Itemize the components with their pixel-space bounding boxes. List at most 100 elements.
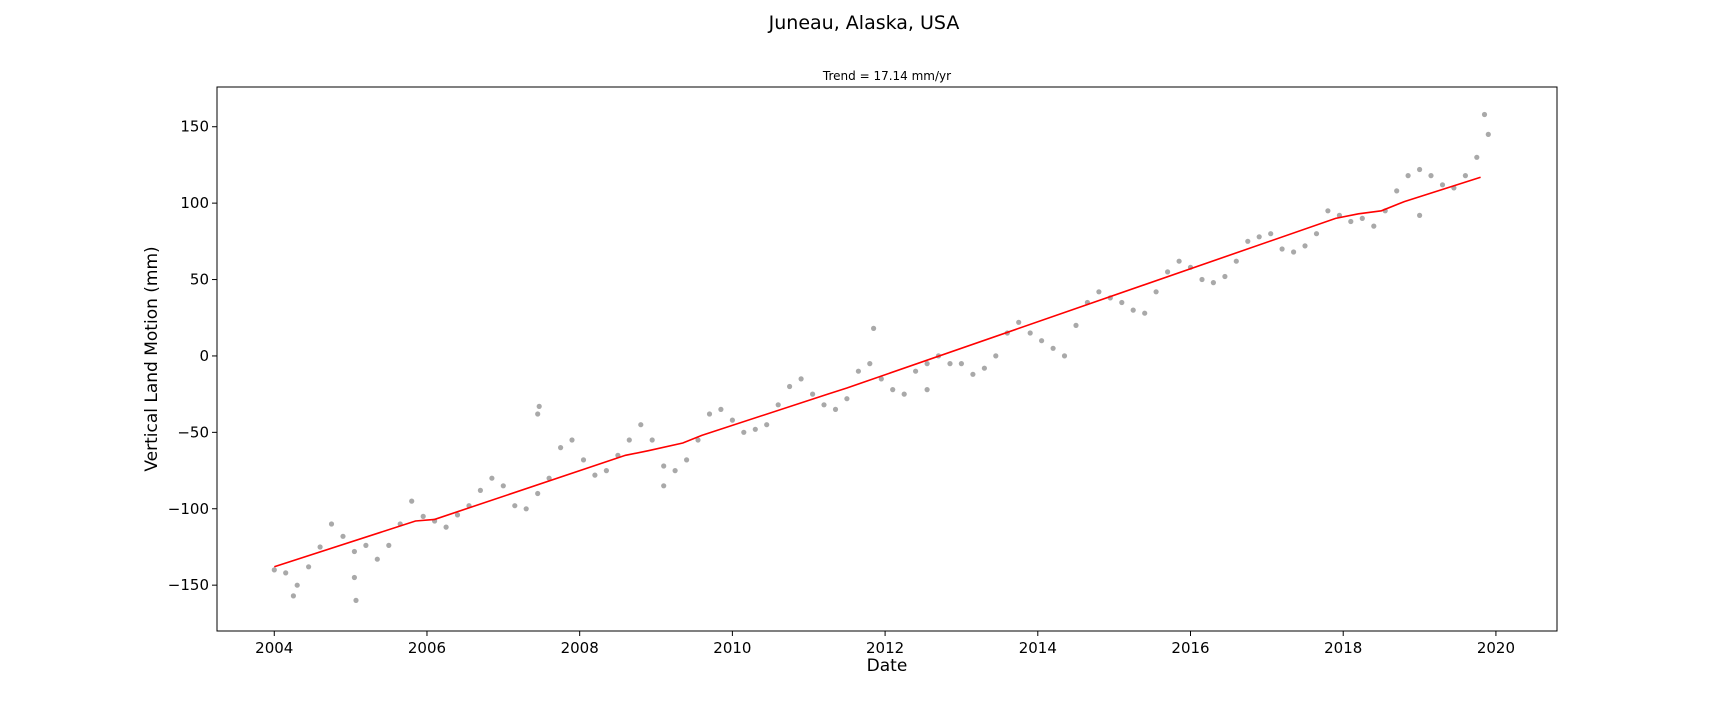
data-point [603, 468, 610, 474]
data-point [340, 533, 346, 539]
data-point [718, 406, 724, 412]
data-point [328, 521, 335, 527]
data-point [1359, 215, 1365, 221]
data-point [844, 396, 850, 402]
data-point [981, 365, 988, 371]
chart-subtitle: Trend = 17.14 mm/yr [822, 69, 951, 83]
data-point [420, 513, 426, 520]
data-point [626, 437, 632, 443]
y-tick-label: −150 [168, 576, 209, 594]
data-point [546, 475, 552, 481]
data-point [523, 506, 529, 512]
data-point [283, 570, 289, 576]
data-point [1016, 319, 1022, 325]
data-point [1428, 173, 1434, 179]
y-axis-label: Vertical Land Motion (mm) [142, 246, 162, 471]
data-point [1417, 212, 1423, 218]
data-point [752, 426, 758, 432]
data-point [798, 376, 804, 382]
data-point [1462, 173, 1468, 179]
data-point [500, 483, 506, 489]
data-point [993, 353, 999, 359]
data-point [1130, 307, 1136, 313]
x-tick-label: 2008 [561, 639, 599, 657]
data-point [535, 411, 541, 417]
data-point [1291, 249, 1297, 255]
data-point [271, 567, 277, 573]
x-axis-ticks: 2004 2006 2008 2010 2012 2014 2016 2018 2020 [255, 631, 1515, 657]
trend-line [274, 176, 1481, 568]
x-tick-label: 2020 [1477, 639, 1515, 657]
y-tick-label: 150 [180, 118, 209, 136]
data-point [661, 483, 667, 489]
data-point [741, 429, 747, 435]
data-point [649, 437, 655, 443]
data-point [958, 361, 965, 367]
data-point [1073, 322, 1079, 328]
x-tick-label: 2004 [255, 639, 293, 657]
chart-title: Juneau, Alaska, USA [768, 12, 960, 34]
data-point [1199, 276, 1205, 283]
data-point [878, 376, 884, 382]
data-point [454, 512, 461, 518]
data-point [695, 437, 701, 443]
data-point [1485, 131, 1491, 137]
data-point [970, 371, 976, 377]
data-point [1233, 258, 1239, 264]
data-point [871, 325, 877, 331]
data-point [1165, 269, 1171, 275]
data-point [684, 457, 690, 463]
data-point [351, 574, 357, 581]
data-point [353, 597, 359, 604]
data-point [1394, 188, 1400, 194]
x-axis-label: Date [867, 656, 908, 676]
data-point [409, 498, 415, 504]
data-point [1256, 234, 1262, 240]
y-tick-label: 50 [190, 271, 209, 289]
data-point [901, 391, 907, 397]
data-point [1039, 338, 1045, 344]
data-point [1268, 231, 1274, 237]
data-point [855, 368, 862, 374]
y-tick-label: −50 [177, 423, 209, 441]
data-point [867, 361, 873, 367]
data-point [1050, 345, 1056, 351]
data-point [1325, 208, 1331, 214]
data-point [821, 402, 827, 408]
x-tick-label: 2006 [408, 639, 446, 657]
data-point [1119, 299, 1125, 306]
data-point [810, 391, 816, 397]
data-point [1061, 353, 1068, 359]
data-point [1302, 243, 1308, 249]
data-point [290, 593, 296, 599]
data-point [1439, 182, 1446, 188]
data-point [536, 403, 542, 409]
data-point [913, 368, 919, 374]
data-point [638, 422, 644, 428]
data-point [947, 361, 953, 367]
data-point [294, 582, 300, 588]
data-point [706, 411, 713, 417]
plot-frame [216, 86, 1558, 632]
data-point [1096, 289, 1102, 295]
data-point [924, 361, 930, 367]
data-point [443, 524, 449, 530]
data-points [271, 111, 1491, 604]
data-point [1027, 330, 1033, 336]
data-point [1481, 111, 1488, 118]
data-point [924, 387, 930, 393]
data-point [374, 556, 380, 562]
data-point [306, 564, 312, 570]
data-point [1474, 154, 1480, 160]
y-axis-ticks: −150 −100 −50 0 50 100 150 [168, 118, 217, 594]
data-point [363, 542, 369, 549]
data-point [890, 387, 896, 393]
data-point [1371, 223, 1377, 229]
data-point [1142, 310, 1148, 316]
data-point [489, 475, 495, 481]
data-point [535, 490, 541, 497]
x-tick-label: 2010 [713, 639, 751, 657]
data-point [1245, 238, 1251, 244]
data-point [787, 383, 793, 390]
